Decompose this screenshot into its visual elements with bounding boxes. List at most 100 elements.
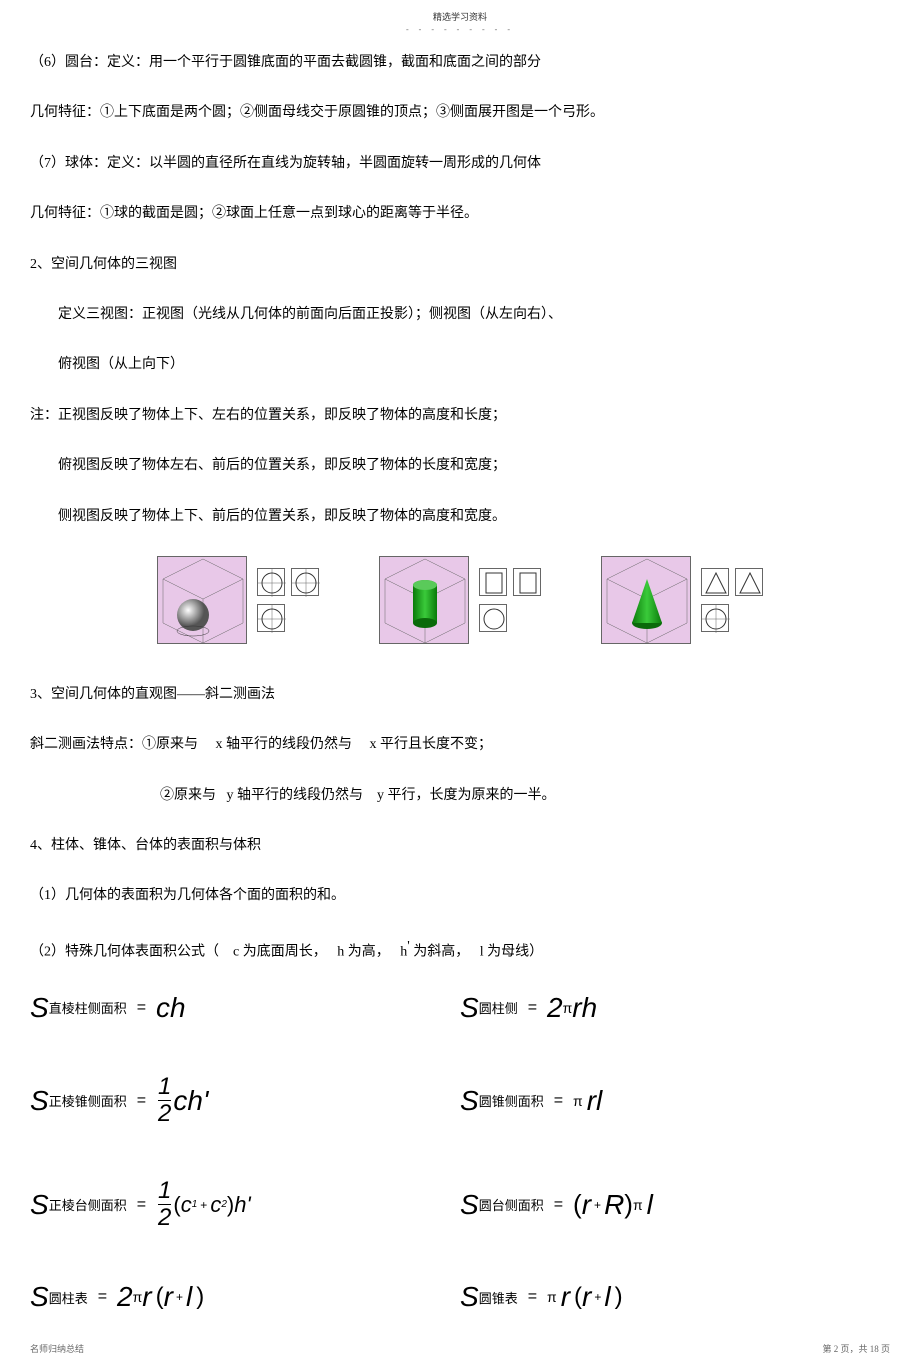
footer-right: 第 2 页，共 18 页: [822, 1342, 890, 1355]
f3r-R: R: [604, 1189, 624, 1221]
rparen3: ): [196, 1283, 204, 1311]
section-4-title: 4、柱体、锥体、台体的表面积与体积: [30, 835, 890, 857]
f1l-rhs: ch: [156, 992, 186, 1024]
frac-half-2: 1 2: [158, 1178, 171, 1232]
eq1: =: [137, 999, 146, 1017]
paragraph-6-feature: 几何特征：①上下底面是两个圆；②侧面母线交于原圆锥的顶点；③侧面展开图是一个弓形…: [30, 102, 890, 124]
sphere-side-view: [291, 568, 319, 596]
pi4: π: [133, 1289, 143, 1305]
eq8: =: [528, 1288, 537, 1306]
rparen4: ): [615, 1283, 623, 1311]
f4r-sub: 圆锥表: [479, 1288, 518, 1307]
plus2: +: [594, 1198, 601, 1212]
lparen3: (: [156, 1283, 164, 1311]
formula-row-4: S圆柱表 = 2π r (r + l ) S圆锥表 = π r (r + l ): [30, 1281, 890, 1313]
sphere-top-view: [257, 604, 285, 632]
f2r-rhs: rl: [587, 1085, 603, 1117]
sphere-ortho-views: [257, 568, 319, 632]
paragraph-3view-def: 定义三视图：正视图（光线从几何体的前面向后面正投影）；侧视图（从左向右）、: [30, 304, 890, 326]
cylinder-isometric: [379, 556, 469, 644]
eq4: =: [554, 1092, 563, 1110]
formula-pyramid-lateral: S正棱锥侧面积 = 1 2 ch': [30, 1074, 460, 1128]
formula-cylinder-surface: S圆柱表 = 2π r (r + l ): [30, 1281, 460, 1313]
pi3: π: [633, 1197, 643, 1213]
pi1: π: [563, 1000, 573, 1016]
oblique-feature-1: 斜二测画法特点：①原来与 x 轴平行的线段仍然与 x 平行且长度不变；: [30, 734, 890, 756]
three-view-figures: [30, 556, 890, 644]
f4l-s: S: [30, 1281, 49, 1313]
f3l-num: 1: [158, 1178, 171, 1204]
f3l-c2: c: [210, 1192, 221, 1218]
f4l-l: l: [186, 1281, 192, 1313]
paragraph-note-side: 侧视图反映了物体上下、前后的位置关系，即反映了物体的高度和宽度。: [30, 506, 890, 528]
eq6: =: [554, 1196, 563, 1214]
eq7: =: [98, 1288, 107, 1306]
sphere-figure-group: [157, 556, 319, 644]
text-12b: x 轴平行的线段仍然与: [216, 737, 353, 752]
f2l-sub: 正棱锥侧面积: [49, 1091, 127, 1110]
f4r-r1: r: [561, 1281, 570, 1313]
f4l-r1: r: [142, 1281, 151, 1313]
plus3: +: [176, 1290, 183, 1304]
cone-ortho-views: [701, 568, 763, 632]
text-16e: 为斜高，: [413, 945, 469, 960]
f4r-l: l: [604, 1281, 610, 1313]
text-13a: ②原来与: [160, 788, 216, 803]
paragraph-top-view: 俯视图（从上向下）: [30, 354, 890, 376]
formula-row-3: S正棱台侧面积 = 1 2 (c1 + c2) h' S圆台侧面积 = (r +…: [30, 1178, 890, 1232]
oblique-feature-2: ②原来与 y 轴平行的线段仍然与 y 平行，长度为原来的一半。: [30, 785, 890, 807]
f3r-l: l: [647, 1189, 653, 1221]
formula-row-2: S正棱锥侧面积 = 1 2 ch' S圆锥侧面积 = π rl: [30, 1074, 890, 1128]
eq2: =: [528, 999, 537, 1017]
f3l-sub: 正棱台侧面积: [49, 1195, 127, 1214]
pi5: π: [547, 1289, 557, 1305]
prime-mark: ': [407, 939, 410, 954]
formula-cone-frustum-lateral: S圆台侧面积 = (r + R)π l: [460, 1189, 890, 1221]
paragraph-6-def: （6）圆台：定义：用一个平行于圆锥底面的平面去截圆锥，截面和底面之间的部分: [30, 52, 890, 74]
cone-isometric: [601, 556, 691, 644]
plus1: +: [200, 1198, 207, 1212]
f1r-sub: 圆柱侧: [479, 998, 518, 1017]
f3r-sub: 圆台侧面积: [479, 1195, 544, 1214]
header-dots: - - - - - - - - -: [30, 25, 890, 34]
sphere-isometric: [157, 556, 247, 644]
cylinder-figure-group: [379, 556, 541, 644]
plus4: +: [594, 1290, 601, 1304]
f3l-c1s: 1: [192, 1199, 198, 1210]
sphere-front-view: [257, 568, 285, 596]
text-16f: l 为母线）: [480, 945, 543, 960]
paragraph-note-front: 注：正视图反映了物体上下、左右的位置关系，即反映了物体的高度和长度；: [30, 405, 890, 427]
cylinder-front-view: [479, 568, 507, 596]
cone-side-view: [735, 568, 763, 596]
cylinder-side-view: [513, 568, 541, 596]
cylinder-top-view: [479, 604, 507, 632]
f4r-r2: r: [582, 1281, 591, 1313]
text-12c: x 平行且长度不变；: [370, 737, 493, 752]
lparen1: (: [173, 1192, 180, 1218]
formula-frustum-lateral: S正棱台侧面积 = 1 2 (c1 + c2) h': [30, 1178, 460, 1232]
cylinder-ortho-views: [479, 568, 541, 632]
formula-cone-surface: S圆锥表 = π r (r + l ): [460, 1281, 890, 1313]
f4l-sub: 圆柱表: [49, 1288, 88, 1307]
f3l-s: S: [30, 1189, 49, 1221]
f3l-h: h': [234, 1192, 250, 1218]
area-sum: （1）几何体的表面积为几何体各个面的面积的和。: [30, 885, 890, 907]
f4l-r2: r: [164, 1281, 173, 1313]
section-3-title: 3、空间几何体的直观图——斜二测画法: [30, 684, 890, 706]
f3r-s: S: [460, 1189, 479, 1221]
f1r-rh: rh: [572, 992, 597, 1024]
f2l-num: 1: [158, 1074, 171, 1100]
text-16a: （2）特殊几何体表面积公式（: [30, 945, 219, 960]
f4r-s: S: [460, 1281, 479, 1313]
formula-prism-lateral: S直棱柱侧面积 = ch: [30, 992, 460, 1024]
page-footer: 名师归纳总结 第 2 页，共 18 页: [30, 1342, 890, 1355]
rparen2: ): [624, 1189, 633, 1220]
f3l-den: 2: [158, 1205, 171, 1231]
paragraph-note-top: 俯视图反映了物体左右、前后的位置关系，即反映了物体的长度和宽度；: [30, 455, 890, 477]
f1l-s: S: [30, 992, 49, 1024]
f2r-s: S: [460, 1085, 479, 1117]
f2l-s: S: [30, 1085, 49, 1117]
f1l-sub: 直棱柱侧面积: [49, 998, 127, 1017]
paragraph-7-def: （7）球体：定义：以半圆的直径所在直线为旋转轴，半圆面旋转一周形成的几何体: [30, 153, 890, 175]
f1r-s: S: [460, 992, 479, 1024]
